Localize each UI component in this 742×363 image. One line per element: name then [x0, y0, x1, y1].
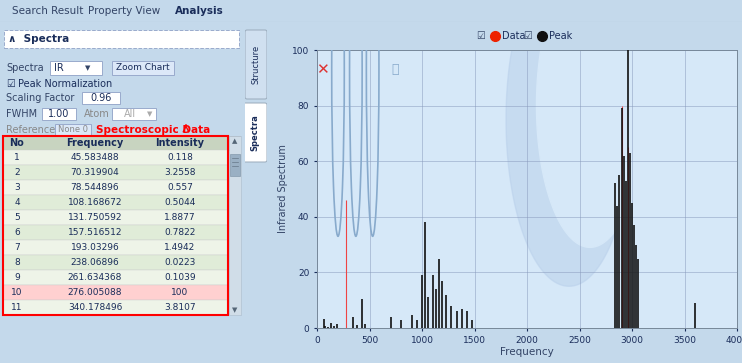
- Text: ▼: ▼: [232, 307, 237, 313]
- Bar: [3, 255, 228, 270]
- Text: 238.06896: 238.06896: [70, 258, 119, 267]
- Bar: [3, 150, 228, 165]
- FancyBboxPatch shape: [4, 30, 239, 48]
- FancyBboxPatch shape: [42, 108, 76, 120]
- Text: 70.319904: 70.319904: [70, 168, 119, 177]
- FancyBboxPatch shape: [243, 103, 267, 162]
- Text: ▲: ▲: [232, 138, 237, 144]
- Text: Frequency: Frequency: [66, 138, 124, 148]
- Text: 261.634368: 261.634368: [68, 273, 122, 282]
- Text: 11: 11: [11, 303, 23, 312]
- X-axis label: Frequency: Frequency: [500, 347, 554, 358]
- Text: 1.4942: 1.4942: [165, 243, 196, 252]
- Text: 5: 5: [14, 213, 20, 222]
- Text: Peak: Peak: [549, 31, 572, 41]
- Bar: [3, 240, 228, 255]
- Text: Zoom Chart: Zoom Chart: [116, 64, 170, 73]
- Polygon shape: [506, 0, 632, 286]
- Text: IR: IR: [54, 63, 64, 73]
- Text: Analysis: Analysis: [175, 6, 224, 16]
- Text: 9: 9: [14, 273, 20, 282]
- Text: Property View: Property View: [88, 6, 160, 16]
- Text: ∧  Spectra: ∧ Spectra: [8, 34, 69, 44]
- Text: 0.1039: 0.1039: [164, 273, 196, 282]
- FancyBboxPatch shape: [112, 108, 156, 120]
- Text: Spectra: Spectra: [6, 63, 44, 73]
- Bar: [3, 210, 228, 225]
- Text: Structure: Structure: [252, 45, 260, 84]
- Text: 100: 100: [171, 288, 188, 297]
- Text: Intensity: Intensity: [156, 138, 205, 148]
- Bar: [230, 154, 240, 176]
- Bar: [3, 136, 228, 315]
- Text: Reference: Reference: [6, 125, 55, 135]
- Text: 0.7822: 0.7822: [164, 228, 196, 237]
- Text: FWHM: FWHM: [6, 109, 37, 119]
- Text: 1: 1: [14, 153, 20, 162]
- Text: 0.96: 0.96: [91, 93, 112, 103]
- Text: None 0: None 0: [58, 126, 88, 135]
- Text: Spectroscopic Data: Spectroscopic Data: [96, 125, 210, 135]
- Text: 3.2558: 3.2558: [164, 168, 196, 177]
- FancyBboxPatch shape: [245, 30, 267, 99]
- Bar: [229, 136, 241, 315]
- Text: 8: 8: [14, 258, 20, 267]
- Text: 0.557: 0.557: [167, 183, 193, 192]
- Text: 1.00: 1.00: [48, 109, 70, 119]
- Bar: [3, 270, 228, 285]
- Text: ✕: ✕: [316, 62, 329, 77]
- Polygon shape: [536, 0, 643, 247]
- Text: 276.005088: 276.005088: [68, 288, 122, 297]
- Text: Data: Data: [502, 31, 525, 41]
- Text: ☑: ☑: [6, 79, 15, 89]
- FancyBboxPatch shape: [50, 61, 102, 75]
- Text: Search Result: Search Result: [12, 6, 83, 16]
- Text: 0.118: 0.118: [167, 153, 193, 162]
- Text: Atom: Atom: [84, 109, 110, 119]
- Text: ▼: ▼: [148, 111, 153, 117]
- Text: 1.8877: 1.8877: [164, 213, 196, 222]
- Bar: [3, 180, 228, 195]
- Text: 3.8107: 3.8107: [164, 303, 196, 312]
- Text: ▼: ▼: [85, 65, 91, 71]
- Text: 340.178496: 340.178496: [68, 303, 122, 312]
- Text: All: All: [124, 109, 136, 119]
- Text: 4: 4: [14, 198, 20, 207]
- Text: Scaling Factor: Scaling Factor: [6, 93, 74, 103]
- Text: 10: 10: [11, 288, 23, 297]
- Text: 7: 7: [14, 243, 20, 252]
- Text: 0.5044: 0.5044: [164, 198, 196, 207]
- Text: 0.0223: 0.0223: [164, 258, 196, 267]
- Text: 45.583488: 45.583488: [70, 153, 119, 162]
- Bar: [3, 300, 228, 315]
- Text: 108.168672: 108.168672: [68, 198, 122, 207]
- FancyBboxPatch shape: [112, 61, 174, 75]
- Text: 157.516512: 157.516512: [68, 228, 122, 237]
- Text: Spectra: Spectra: [251, 114, 260, 151]
- Text: ✋: ✋: [391, 63, 398, 76]
- Bar: [3, 195, 228, 210]
- Text: ☑: ☑: [523, 31, 532, 41]
- FancyBboxPatch shape: [55, 124, 91, 136]
- Bar: [3, 136, 240, 150]
- Text: 2: 2: [14, 168, 20, 177]
- Y-axis label: Infrared Spectrum: Infrared Spectrum: [278, 144, 288, 233]
- Text: Peak Normalization: Peak Normalization: [18, 79, 112, 89]
- Text: 6: 6: [14, 228, 20, 237]
- Text: 193.03296: 193.03296: [70, 243, 119, 252]
- Text: 78.544896: 78.544896: [70, 183, 119, 192]
- Text: No: No: [10, 138, 24, 148]
- Text: ☑: ☑: [476, 31, 485, 41]
- Text: 3: 3: [14, 183, 20, 192]
- Bar: [3, 285, 228, 300]
- Bar: [3, 165, 228, 180]
- FancyBboxPatch shape: [82, 92, 120, 104]
- Bar: [3, 225, 228, 240]
- Text: 131.750592: 131.750592: [68, 213, 122, 222]
